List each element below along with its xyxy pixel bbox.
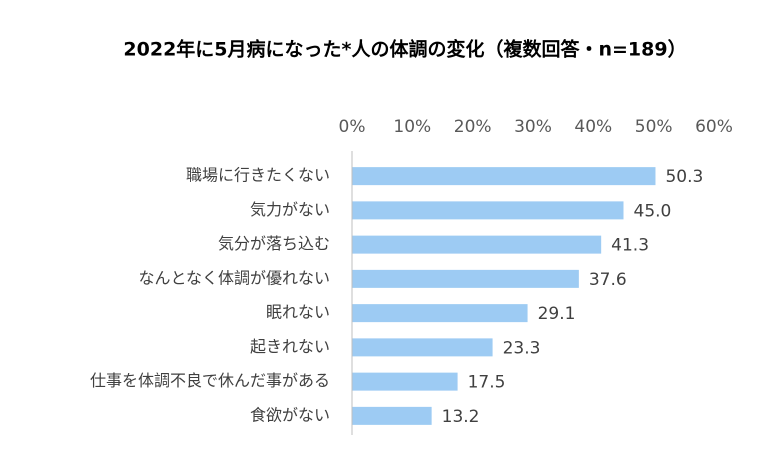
- value-label: 41.3: [611, 236, 649, 256]
- y-tick-label: 眠れない: [266, 303, 330, 322]
- y-tick-label: 食欲がない: [250, 405, 330, 424]
- bar: [352, 269, 579, 288]
- x-tick-label: 30%: [514, 117, 552, 137]
- x-tick-label: 10%: [393, 117, 431, 137]
- x-tick-label: 40%: [574, 117, 612, 137]
- chart-title: 2022年に5月病になった*人の体調の変化（複数回答・n=189）: [123, 38, 686, 61]
- y-tick-label: 仕事を体調不良で休んだ事がある: [90, 371, 330, 390]
- value-label: 37.6: [589, 270, 627, 290]
- bar: [352, 201, 624, 220]
- bar: [352, 406, 432, 425]
- x-tick-label: 60%: [695, 117, 733, 137]
- bar: [352, 235, 602, 254]
- y-tick-label: 起きれない: [250, 337, 330, 356]
- y-tick-label: なんとなく体調が優れない: [138, 268, 330, 287]
- bar: [352, 372, 458, 391]
- value-label: 29.1: [538, 304, 576, 324]
- y-tick-label: 気力がない: [250, 200, 330, 219]
- value-label: 50.3: [665, 167, 703, 187]
- value-label: 45.0: [634, 201, 672, 221]
- value-label: 17.5: [468, 373, 506, 393]
- x-tick-label: 50%: [635, 117, 673, 137]
- value-label: 23.3: [503, 338, 541, 358]
- bar: [352, 304, 528, 323]
- x-tick-label: 0%: [339, 117, 366, 137]
- y-tick-label: 気分が落ち込む: [218, 234, 330, 253]
- x-tick-label: 20%: [454, 117, 492, 137]
- bar: [352, 167, 656, 186]
- value-label: 13.2: [442, 407, 480, 427]
- bar: [352, 338, 493, 357]
- y-tick-label: 職場に行きたくない: [186, 166, 330, 185]
